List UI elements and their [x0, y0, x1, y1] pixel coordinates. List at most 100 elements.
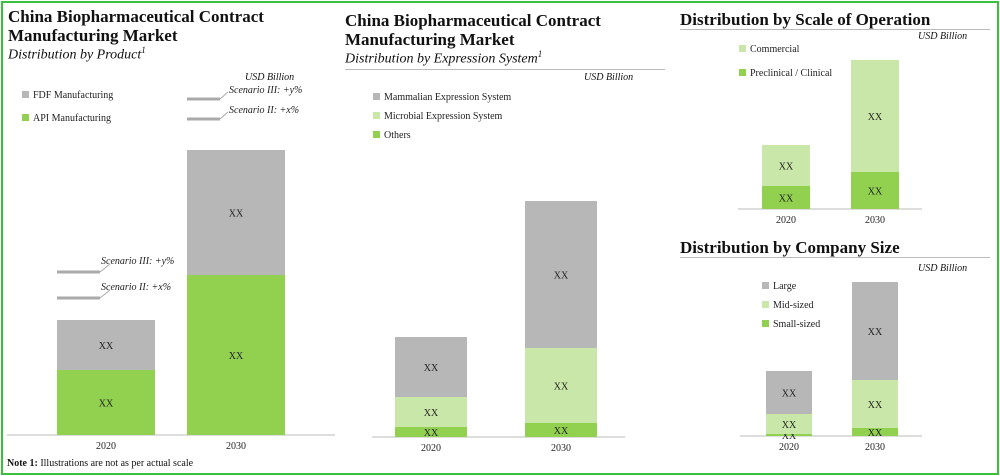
expression-unit: USD Billion: [584, 72, 634, 83]
expression-subtitle: Distribution by Expression System1: [345, 49, 665, 68]
product-title: China Biopharmaceutical Contract Manufac…: [8, 7, 264, 45]
product-subtitle-text: Distribution by Product: [8, 47, 142, 63]
scenario-iii-label-2020: Scenario III: +y%: [101, 256, 174, 267]
expression-panel: China Biopharmaceutical Contract Manufac…: [345, 11, 665, 68]
distribution-by-scale-of-operation-legend-commercial: Commercial: [750, 44, 800, 55]
distribution-by-product-label-api-manufacturing-2020: XX: [99, 399, 114, 410]
distribution-by-expression-system-tick-2030: 2030: [551, 443, 571, 454]
company-panel: Distribution by Company Size: [680, 238, 990, 257]
scenario-iii-leader-2020: [99, 263, 111, 273]
distribution-by-scale-of-operation-bar-commercial-2020: [762, 145, 810, 186]
distribution-by-company-size-legend-small-sized: Small-sized: [773, 319, 820, 330]
scale-title: Distribution by Scale of Operation: [680, 10, 931, 29]
distribution-by-company-size-tick-2020: 2020: [779, 442, 799, 453]
distribution-by-expression-system-label-mammalian-expression-system-2020: XX: [424, 363, 439, 374]
distribution-by-product-bar-fdf-manufacturing-2020: [57, 320, 155, 370]
scenario-ii-label-2020: Scenario II: +x%: [101, 282, 171, 293]
distribution-by-expression-system-bar-others-2030: [525, 423, 597, 437]
distribution-by-product-legend-swatch-api-manufacturing: [22, 114, 29, 121]
distribution-by-scale-of-operation-tick-2020: 2020: [776, 215, 796, 226]
distribution-by-expression-system-legend-swatch-mammalian-expression-system: [373, 93, 380, 100]
expression-subtitle-text: Distribution by Expression System: [345, 51, 538, 67]
distribution-by-company-size-legend-mid-sized: Mid-sized: [773, 300, 814, 311]
distribution-by-expression-system-tick-2020: 2020: [421, 443, 441, 454]
distribution-by-expression-system-legend-swatch-others: [373, 131, 380, 138]
distribution-by-scale-of-operation-label-preclinical-clinical-2020: XX: [779, 194, 794, 205]
distribution-by-company-size-legend-large: Large: [773, 281, 797, 292]
distribution-by-product-legend-swatch-fdf-manufacturing: [22, 91, 29, 98]
footnote: Note 1: Illustrations are not as per act…: [7, 458, 193, 469]
scenario-ii-label-2030: Scenario II: +x%: [229, 105, 299, 116]
distribution-by-scale-of-operation-bar-commercial-2030: [851, 60, 899, 172]
distribution-by-company-size-label-large-2030: XX: [868, 327, 883, 338]
distribution-by-scale-of-operation-label-commercial-2030: XX: [868, 112, 883, 123]
distribution-by-company-size-label-large-2020: XX: [782, 389, 797, 400]
product-subtitle: Distribution by Product1: [8, 45, 338, 64]
distribution-by-expression-system-label-microbial-expression-system-2020: XX: [424, 408, 439, 419]
distribution-by-product-label-fdf-manufacturing-2020: XX: [99, 341, 114, 352]
scenario-ii-leader-2030: [219, 111, 229, 120]
company-unit: USD Billion: [918, 263, 968, 274]
scale-divider: [680, 29, 990, 30]
footnote-text: Illustrations are not as per actual scal…: [40, 458, 194, 469]
distribution-by-product-bar-fdf-manufacturing-2030: [187, 150, 285, 275]
distribution-by-company-size-bar-mid-sized-2030: [852, 380, 898, 428]
distribution-by-scale-of-operation-label-commercial-2020: XX: [779, 162, 794, 173]
scenario-iii-label-2030: Scenario III: +y%: [229, 85, 302, 96]
distribution-by-company-size-legend-swatch-mid-sized: [762, 301, 769, 308]
distribution-by-company-size-bar-small-sized-2020: [766, 434, 812, 436]
company-title: Distribution by Company Size: [680, 238, 900, 257]
distribution-by-scale-of-operation-label-preclinical-clinical-2030: XX: [868, 187, 883, 198]
distribution-by-expression-system-bar-mammalian-expression-system-2020: [395, 337, 467, 397]
distribution-by-company-size-label-mid-sized-2020: XX: [782, 420, 797, 431]
expression-subtitle-sup: 1: [537, 49, 543, 59]
distribution-by-scale-of-operation-tick-2030: 2030: [865, 215, 885, 226]
distribution-by-expression-system-legend-swatch-microbial-expression-system: [373, 112, 380, 119]
distribution-by-product-label-api-manufacturing-2030: XX: [229, 351, 244, 362]
distribution-by-company-size-bar-large-2020: [766, 371, 812, 414]
distribution-by-company-size-bar-small-sized-2030: [852, 428, 898, 436]
distribution-by-expression-system-bar-microbial-expression-system-2030: [525, 348, 597, 423]
distribution-by-expression-system-label-microbial-expression-system-2030: XX: [554, 382, 569, 393]
distribution-by-expression-system-bar-others-2020: [395, 427, 467, 437]
scenario-iii-leader-2030: [219, 91, 229, 100]
distribution-by-expression-system-label-others-2030: XX: [554, 426, 569, 437]
distribution-by-product-legend-fdf-manufacturing: FDF Manufacturing: [33, 90, 113, 101]
distribution-by-product-bar-api-manufacturing-2020: [57, 370, 155, 435]
distribution-by-company-size-label-mid-sized-2030: XX: [868, 400, 883, 411]
company-divider: [680, 257, 990, 258]
distribution-by-product-tick-2020: 2020: [96, 441, 116, 452]
distribution-by-company-size-label-small-sized-2020: XX: [782, 431, 797, 442]
product-panel: China Biopharmaceutical Contract Manufac…: [8, 7, 338, 64]
distribution-by-scale-of-operation-legend-swatch-preclinical-clinical: [739, 69, 746, 76]
distribution-by-expression-system-legend-microbial-expression-system: Microbial Expression System: [384, 111, 503, 122]
distribution-by-expression-system-legend-others: Others: [384, 130, 411, 141]
distribution-by-company-size-bar-mid-sized-2020: [766, 414, 812, 434]
distribution-by-expression-system-label-others-2020: XX: [424, 428, 439, 439]
distribution-by-expression-system-label-mammalian-expression-system-2030: XX: [554, 271, 569, 282]
distribution-by-product-legend-api-manufacturing: API Manufacturing: [33, 113, 111, 124]
distribution-by-company-size-legend-swatch-large: [762, 282, 769, 289]
expression-divider: [345, 69, 665, 70]
product-unit: USD Billion: [245, 72, 295, 83]
distribution-by-expression-system-legend-mammalian-expression-system: Mammalian Expression System: [384, 92, 511, 103]
distribution-by-product-label-fdf-manufacturing-2030: XX: [229, 209, 244, 220]
product-subtitle-sup: 1: [141, 45, 146, 55]
distribution-by-product-bar-api-manufacturing-2030: [187, 275, 285, 435]
scale-panel: Distribution by Scale of Operation: [680, 10, 990, 29]
distribution-by-scale-of-operation-legend-preclinical-clinical: Preclinical / Clinical: [750, 68, 832, 79]
scale-unit: USD Billion: [918, 31, 968, 42]
footnote-label: Note 1:: [7, 458, 38, 469]
distribution-by-scale-of-operation-bar-preclinical-clinical-2020: [762, 186, 810, 209]
distribution-by-company-size-bar-large-2030: [852, 282, 898, 380]
distribution-by-expression-system-bar-mammalian-expression-system-2030: [525, 201, 597, 348]
scenario-ii-leader-2020: [99, 289, 111, 299]
distribution-by-scale-of-operation-legend-swatch-commercial: [739, 45, 746, 52]
distribution-by-company-size-legend-swatch-small-sized: [762, 320, 769, 327]
distribution-by-company-size-label-small-sized-2030: XX: [868, 428, 883, 439]
distribution-by-scale-of-operation-bar-preclinical-clinical-2030: [851, 172, 899, 209]
expression-title: China Biopharmaceutical Contract Manufac…: [345, 11, 601, 49]
distribution-by-product-tick-2030: 2030: [226, 441, 246, 452]
